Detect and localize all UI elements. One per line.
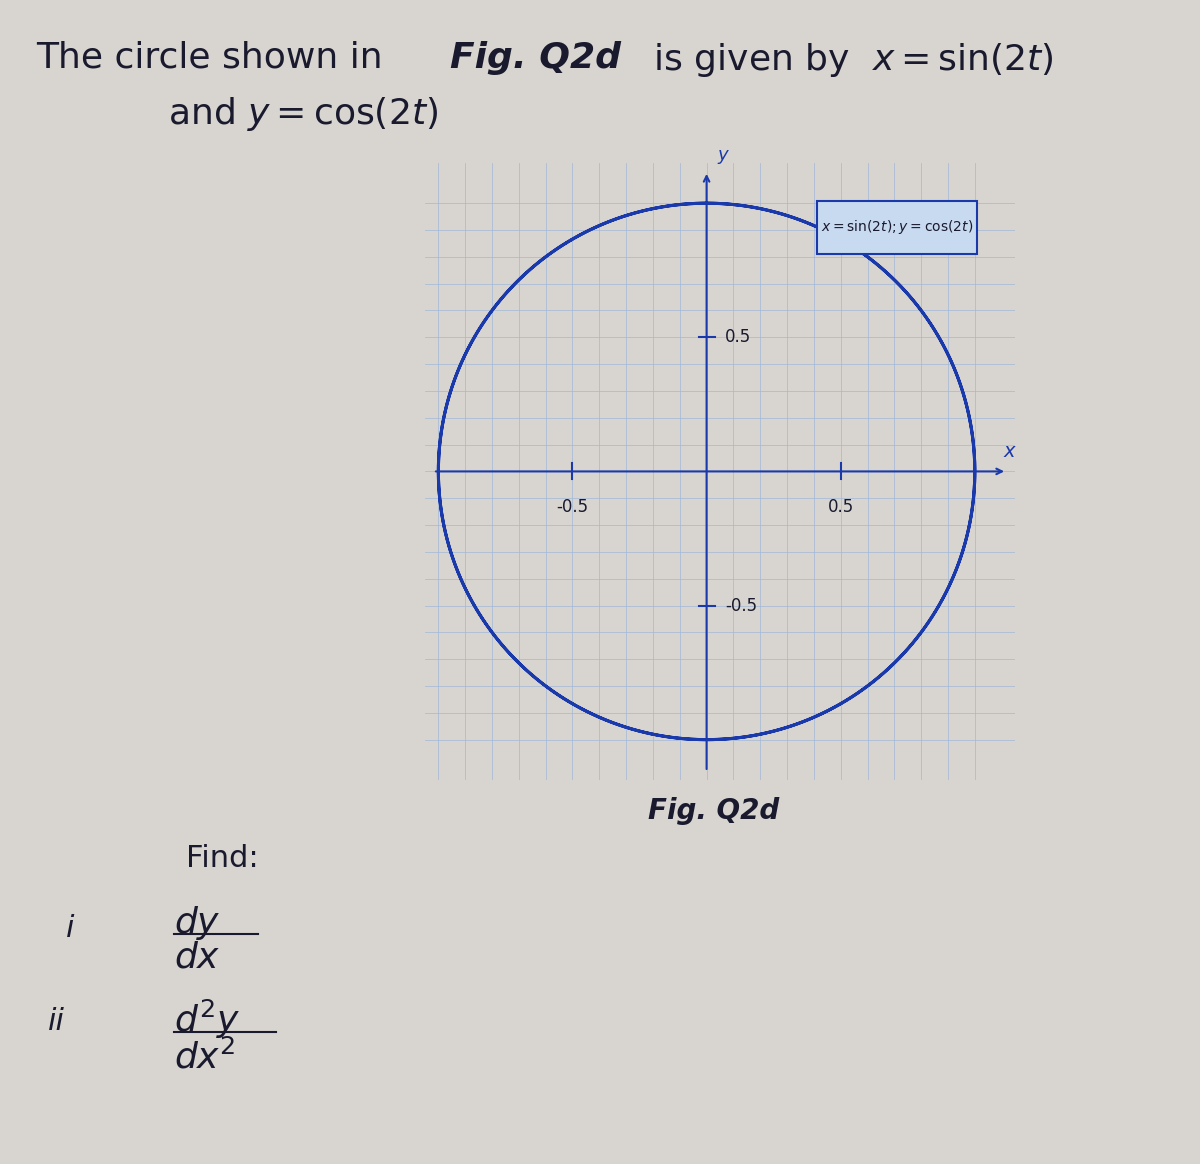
Text: $dx$: $dx$ <box>174 941 221 974</box>
Text: 0.5: 0.5 <box>725 328 751 347</box>
Text: $y$: $y$ <box>718 148 731 165</box>
Text: $dy$: $dy$ <box>174 904 221 943</box>
Text: ii: ii <box>48 1007 65 1036</box>
Text: -0.5: -0.5 <box>557 498 588 517</box>
Text: $d^2y$: $d^2y$ <box>174 998 240 1041</box>
Text: $dx^2$: $dx^2$ <box>174 1039 235 1076</box>
Text: i: i <box>66 914 74 943</box>
Text: -0.5: -0.5 <box>725 596 757 615</box>
FancyBboxPatch shape <box>816 200 978 254</box>
Text: and $y = \cos(2t)$: and $y = \cos(2t)$ <box>168 95 438 134</box>
Text: 0.5: 0.5 <box>828 498 854 517</box>
Text: Fig. Q2d: Fig. Q2d <box>648 797 780 825</box>
Text: is given by  $x = \sin(2t)$: is given by $x = \sin(2t)$ <box>642 41 1054 79</box>
Text: Find:: Find: <box>186 844 259 873</box>
Text: $x$: $x$ <box>1002 441 1016 461</box>
Text: The circle shown in: The circle shown in <box>36 41 394 74</box>
Text: $x = \sin(2t); y = \cos(2t)$: $x = \sin(2t); y = \cos(2t)$ <box>821 219 973 236</box>
Text: Fig. Q2d: Fig. Q2d <box>450 41 622 74</box>
